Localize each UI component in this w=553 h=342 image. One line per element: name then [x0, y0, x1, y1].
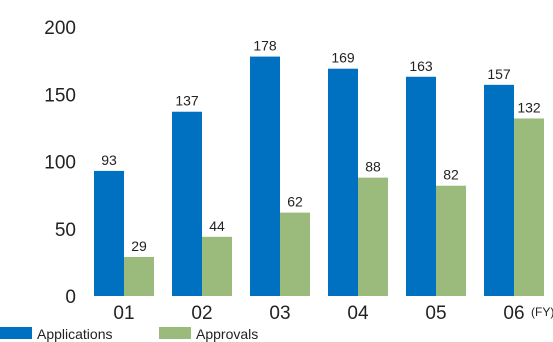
x-tick-label: 04 [347, 303, 369, 324]
x-tick-label: 05 [425, 303, 446, 324]
legend-swatch-approvals [159, 327, 191, 339]
data-label-approvals: 88 [365, 159, 381, 175]
bar-approvals [436, 185, 466, 296]
y-tick-label: 50 [55, 220, 76, 241]
bar-applications [250, 56, 280, 297]
x-axis: 01 02 03 04 05 06 [113, 303, 524, 324]
data-label-approvals: 82 [443, 167, 459, 183]
bar-applications [94, 170, 124, 296]
bar-approvals [124, 256, 154, 296]
x-axis-unit-label: (FY) [531, 305, 553, 319]
x-tick-label: 01 [113, 303, 134, 324]
bar-approvals [358, 177, 388, 296]
x-tick-label: 03 [269, 303, 290, 324]
legend-item-approvals: Approvals [159, 326, 258, 342]
bar-applications [406, 76, 436, 296]
y-tick-label: 150 [44, 85, 76, 106]
y-tick-label: 200 [44, 18, 76, 39]
legend-swatch-applications [0, 327, 32, 339]
data-label-approvals: 132 [517, 99, 541, 115]
plot-area [94, 56, 544, 297]
y-tick-label: 100 [44, 153, 76, 174]
bar-applications [172, 111, 202, 296]
bar-approvals [202, 236, 232, 296]
bar-applications [328, 68, 358, 296]
data-label-applications: 178 [253, 38, 277, 54]
bar-applications [484, 84, 514, 297]
legend-item-applications: Applications [0, 326, 113, 342]
data-label-applications: 157 [487, 66, 511, 82]
data-label-applications: 137 [175, 93, 199, 109]
data-labels: 93 29 137 44 178 62 169 88 163 82 157 132 [101, 38, 541, 254]
data-label-approvals: 29 [131, 238, 147, 254]
legend-label-approvals: Approvals [196, 326, 258, 342]
data-label-applications: 93 [101, 152, 117, 168]
bar-approvals [280, 212, 310, 296]
legend: Applications Approvals [0, 326, 258, 342]
data-label-applications: 163 [409, 58, 433, 74]
x-tick-label: 06 [503, 303, 524, 324]
y-axis: 0 50 100 150 200 [44, 18, 76, 308]
data-label-applications: 169 [331, 50, 355, 66]
data-label-approvals: 44 [209, 218, 225, 234]
legend-label-applications: Applications [37, 326, 113, 342]
x-tick-label: 02 [191, 303, 212, 324]
data-label-approvals: 62 [287, 194, 303, 210]
y-tick-label: 0 [65, 287, 76, 308]
bar-approvals [514, 118, 544, 297]
